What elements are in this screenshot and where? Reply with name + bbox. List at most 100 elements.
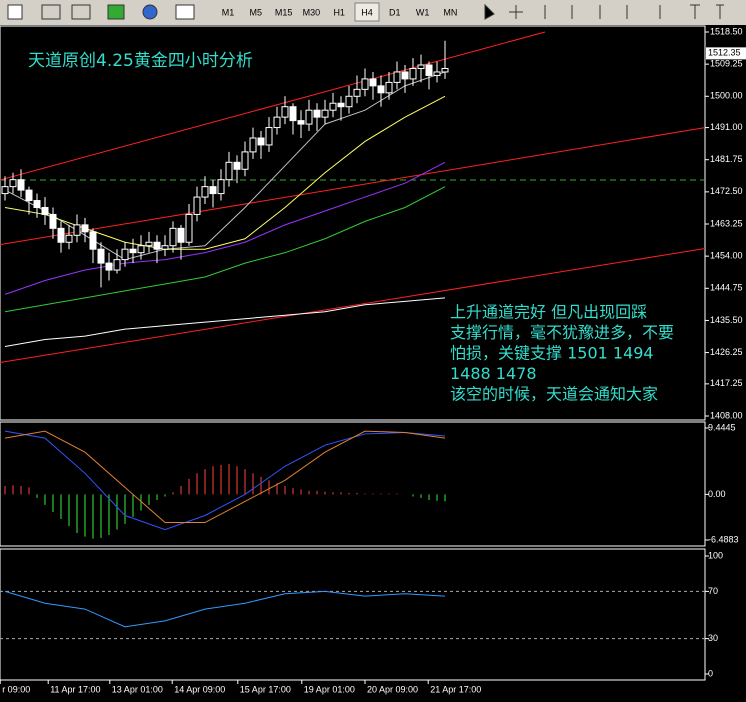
candle-body — [297, 120, 305, 125]
timeframe-button[interactable]: M5 — [250, 7, 263, 17]
candle-body — [289, 106, 297, 122]
x-tick-label: 20 Apr 09:00 — [367, 684, 418, 694]
y-tick-label: 1444.75 — [710, 283, 743, 293]
candle-body — [345, 95, 353, 108]
candle-body — [97, 248, 105, 264]
candle-body — [65, 234, 73, 243]
timeframe-button[interactable]: M30 — [303, 7, 321, 17]
channel-line — [0, 31, 546, 181]
x-tick-label: 14 Apr 09:00 — [174, 684, 225, 694]
candle-body — [9, 179, 17, 188]
candle-body — [241, 151, 249, 170]
timeframe-button[interactable]: M1 — [222, 7, 235, 17]
candle-body — [1, 186, 9, 195]
candle-body — [233, 161, 241, 170]
candle-body — [425, 64, 433, 76]
channel-line — [0, 248, 705, 363]
rsi-plot — [0, 590, 705, 640]
candle-body — [409, 67, 417, 80]
candle-body — [41, 206, 49, 215]
candle-body — [369, 78, 377, 87]
candle-body — [137, 245, 145, 254]
y-tick-label: 1472.50 — [710, 186, 743, 196]
current-price-label: 1512.35 — [708, 48, 741, 58]
candle-body — [145, 241, 153, 247]
timeframe-active — [354, 2, 380, 22]
candle-body — [153, 241, 161, 250]
candle-body — [273, 116, 281, 129]
y-tick-label: 0.00 — [708, 489, 726, 499]
y-tick-label: 1426.25 — [710, 347, 743, 357]
candle-body — [385, 81, 393, 94]
candle-body — [105, 262, 113, 271]
candle-body — [305, 109, 313, 125]
candle-body — [81, 224, 89, 233]
candle-body — [401, 71, 409, 80]
moving-average — [4, 297, 446, 347]
timeframe-button[interactable]: H4 — [361, 7, 373, 17]
annotation: 怕损，关键支撑 1501 1494 — [450, 344, 654, 363]
chart-title: 天道原创4.25黄金四小时分析 — [28, 51, 253, 71]
main-plot — [0, 31, 705, 363]
timeframe-button[interactable]: W1 — [416, 7, 430, 17]
candle-body — [17, 179, 25, 191]
candle-body — [361, 78, 369, 90]
candle-body — [217, 179, 225, 195]
y-tick-label: 1500.00 — [710, 91, 743, 101]
x-tick-label: 11 Apr 17:00 — [50, 684, 100, 694]
candle-body — [169, 227, 177, 247]
candle-body — [57, 227, 65, 243]
annotation: 上升通道完好 但凡出现回踩 — [450, 303, 647, 322]
y-tick-label: -6.4883 — [708, 534, 739, 544]
candle-body — [193, 196, 201, 215]
x-tick-label: 19 Apr 01:00 — [304, 684, 355, 694]
current-price-box — [706, 47, 746, 60]
rsi-pane — [0, 548, 706, 681]
candle-body — [337, 102, 345, 108]
macd-pane — [0, 421, 706, 547]
candle-body — [209, 186, 217, 195]
candle-body — [353, 88, 361, 97]
candle-body — [113, 259, 121, 271]
channel-line — [0, 127, 705, 246]
y-tick-label: 30 — [708, 633, 718, 643]
y-tick-label: 1454.00 — [710, 251, 743, 261]
timeframe-button[interactable]: H1 — [333, 7, 345, 17]
rsi-line — [4, 590, 446, 628]
x-tick-label: 13 Apr 01:00 — [112, 684, 163, 694]
timeframe-button[interactable]: MN — [443, 7, 457, 17]
candle-body — [73, 224, 81, 236]
candle-body — [129, 248, 137, 254]
macd-line — [4, 430, 446, 524]
main-pane — [0, 25, 706, 421]
x-tick-label: 21 Apr 17:00 — [430, 684, 481, 694]
candle-body — [417, 64, 425, 69]
timeframe-button[interactable]: M15 — [275, 7, 293, 17]
candle-body — [161, 245, 169, 250]
annotation: 支撑行情，毫不犹豫进多，不要 — [450, 323, 674, 342]
candle-body — [185, 213, 193, 243]
y-tick-label: 1417.25 — [710, 378, 743, 388]
candle-body — [265, 127, 273, 146]
y-tick-label: 1481.75 — [710, 154, 743, 164]
y-tick-label: 1408.00 — [710, 410, 743, 420]
candle-body — [177, 227, 185, 243]
candle-body — [201, 186, 209, 198]
y-tick-label: 1491.00 — [710, 122, 743, 132]
annotation: 1488 1478 — [450, 364, 537, 383]
annotation: 该空的时候，天道会通知大家 — [450, 385, 658, 404]
candle-body — [89, 231, 97, 250]
y-tick-label: 100 — [708, 550, 723, 560]
timeframe-button[interactable]: D1 — [389, 7, 401, 17]
candle-body — [49, 213, 57, 229]
candle-body — [321, 109, 329, 118]
x-tick-label: r 09:00 — [2, 684, 30, 694]
candle-body — [377, 85, 385, 94]
y-tick-label: 9.4445 — [708, 422, 736, 432]
candle-body — [441, 67, 449, 73]
candle-body — [329, 102, 337, 111]
candle-body — [249, 137, 257, 153]
toolbar-icons — [7, 3, 724, 20]
macd-line — [4, 430, 446, 531]
